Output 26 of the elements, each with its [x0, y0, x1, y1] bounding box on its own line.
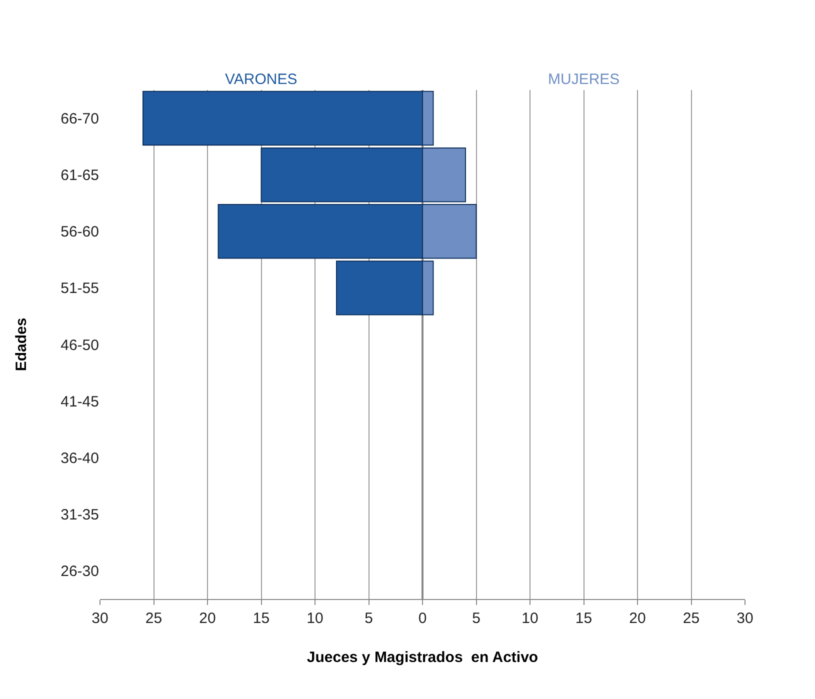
- y-tick-label: 26-30: [60, 562, 99, 580]
- y-tick-label: 56-60: [60, 224, 99, 241]
- x-tick-label: 20: [629, 610, 646, 627]
- x-tick-label: 15: [252, 610, 270, 627]
- y-tick-label: 46-50: [60, 336, 99, 354]
- x-tick-label: 25: [682, 610, 700, 627]
- x-tick-label: 20: [199, 610, 216, 627]
- y-tick-label: 66-70: [60, 110, 99, 128]
- x-tick-label: 25: [145, 610, 162, 627]
- x-tick-label: 30: [92, 610, 108, 627]
- series-label: VARONES: [225, 71, 298, 88]
- x-tick-label: 30: [736, 610, 754, 627]
- y-tick-label: 36-40: [60, 450, 99, 467]
- x-tick-label: 5: [472, 610, 480, 627]
- x-axis-title: Jueces y Magistrados en Activo: [306, 649, 538, 666]
- y-axis-title: Edades: [12, 318, 30, 372]
- y-tick-label: 31-35: [60, 506, 99, 524]
- x-tick-label: 10: [522, 610, 538, 627]
- y-tick-label: 51-55: [60, 280, 99, 298]
- x-tick-label: 5: [364, 610, 373, 627]
- x-tick-label: 0: [418, 610, 427, 627]
- y-tick-label: 61-65: [60, 167, 99, 184]
- y-tick-label: 41-45: [60, 393, 99, 410]
- text: MUJERES: [548, 71, 620, 88]
- x-tick-label: 10: [306, 610, 324, 627]
- x-tick-label: 15: [575, 610, 592, 627]
